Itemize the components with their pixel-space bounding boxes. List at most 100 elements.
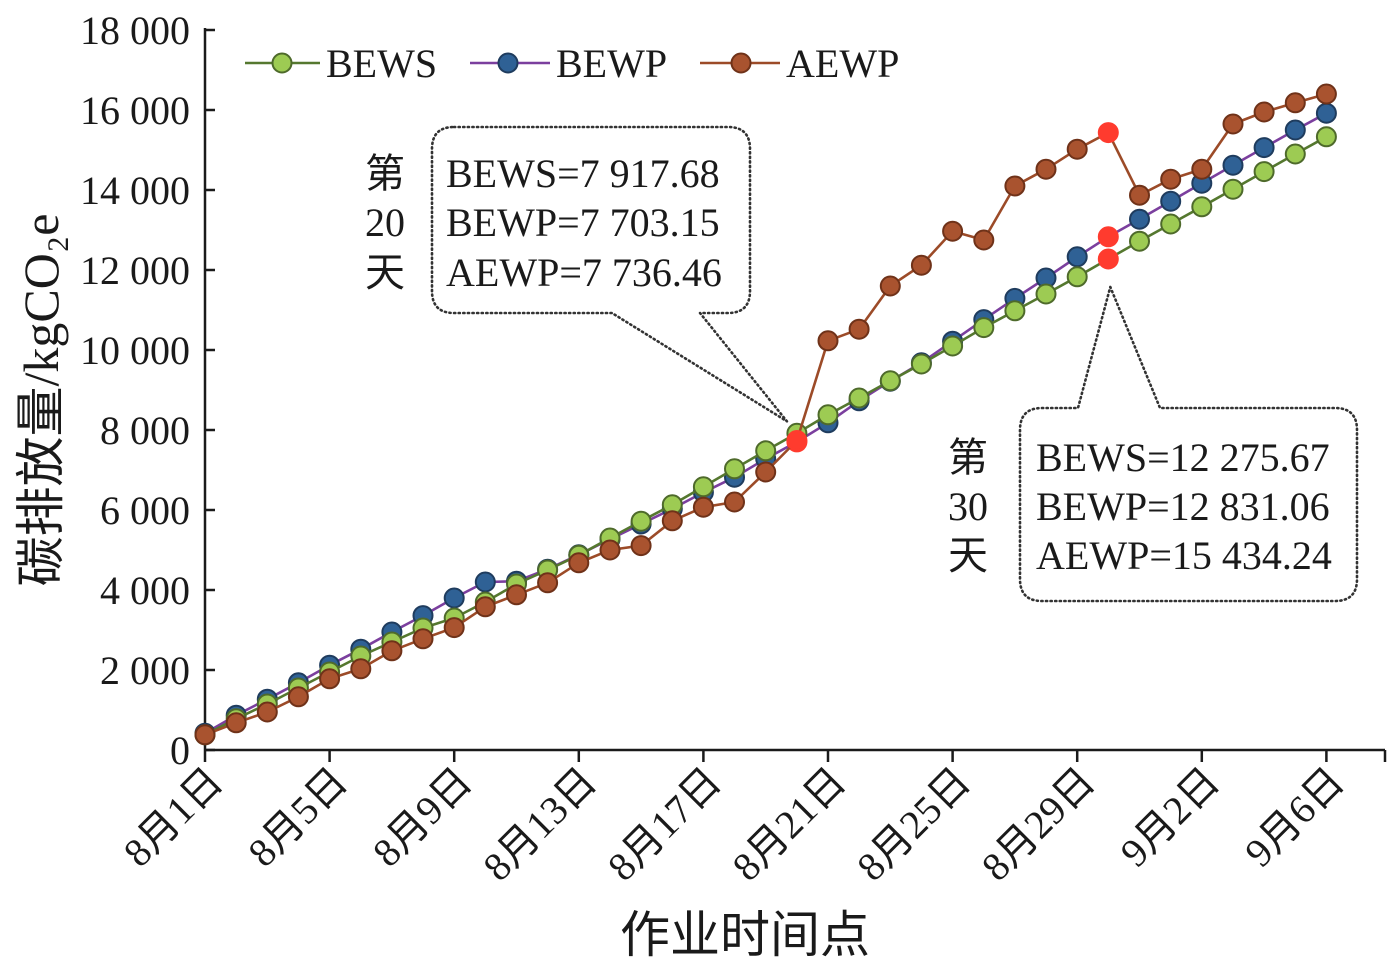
y-tick-label: 6 000 [100, 488, 190, 533]
x-tick-label: 8月29日 [973, 759, 1104, 890]
aewp-highlighted-point [786, 430, 808, 451]
y-tick-label: 14 000 [80, 168, 190, 213]
legend: BEWS BEWP AEWP [245, 41, 899, 86]
aewp-point [1160, 168, 1182, 190]
aewp-point [506, 584, 527, 606]
x-tick-label: 9月2日 [1111, 759, 1228, 876]
legend-label: BEWP [556, 41, 667, 86]
aewp-point [879, 275, 901, 297]
callout-box [430, 125, 789, 423]
aewp-point [287, 686, 309, 708]
bews-point [692, 476, 714, 498]
bews-point [1160, 213, 1182, 235]
aewp-point [381, 640, 403, 662]
aewp-point [1004, 175, 1026, 197]
aewp-point [942, 220, 964, 242]
aewp-point [1222, 113, 1244, 135]
aewp-point [256, 701, 278, 723]
y-tick-label: 2 000 [100, 648, 190, 693]
aewp-point [724, 491, 745, 513]
y-tick-label: 12 000 [80, 248, 190, 293]
aewp-point [319, 668, 341, 690]
callout-day-label: 天 [948, 533, 988, 578]
bewp-point [1315, 102, 1337, 124]
aewp-highlighted-point [1097, 122, 1119, 144]
callout-day-label: 天 [365, 250, 405, 295]
y-tick-label: 16 000 [80, 88, 190, 133]
bews-point [1191, 196, 1213, 218]
bews-point [1129, 230, 1150, 252]
bewp-point [1160, 190, 1182, 212]
aewp-point [474, 596, 496, 618]
legend-item-aewp: AEWP [700, 41, 899, 86]
aewp-point [755, 461, 777, 483]
bews-point [724, 458, 745, 480]
bews-point [1066, 266, 1088, 288]
series-group [194, 83, 1337, 746]
bews-point [973, 317, 995, 339]
bews-point [817, 404, 839, 426]
bews-point [848, 387, 870, 409]
bews-point [1284, 143, 1306, 165]
aewp-point [1191, 158, 1213, 180]
bews-point [942, 335, 964, 357]
legend-label: BEWS [326, 41, 437, 86]
aewp-point [817, 330, 839, 352]
y-tick-label: 18 000 [80, 8, 190, 53]
aewp-point [1035, 158, 1057, 180]
aewp-point [1129, 184, 1150, 206]
aewp-point [661, 510, 683, 532]
aewp-point [537, 572, 559, 594]
legend-item-bewp: BEWP [470, 41, 667, 86]
y-tick-label: 0 [170, 728, 190, 773]
bews-point [879, 370, 901, 392]
aewp-point [1066, 138, 1088, 160]
bewp-point [443, 587, 465, 609]
callout-value-line: AEWP=15 434.24 [1036, 533, 1332, 578]
aewp-series [194, 83, 1337, 746]
aewp-point [225, 712, 247, 734]
y-tick-label: 8 000 [100, 408, 190, 453]
bews-point [755, 440, 777, 462]
aewp-point [630, 535, 652, 557]
x-tick-label: 8月25日 [848, 759, 979, 890]
y-axis-title: 碳排放量/kgCO₂e [13, 214, 69, 587]
bews-point [1035, 283, 1057, 305]
x-tick-label: 8月17日 [599, 759, 730, 890]
aewp-point [910, 254, 932, 276]
aewp-point [973, 229, 995, 251]
bewp-point [1066, 246, 1088, 268]
aewp-point [568, 552, 590, 574]
bews-point [1222, 178, 1244, 200]
bewp-point [1129, 208, 1150, 230]
x-tick-label: 8月21日 [724, 759, 855, 890]
y-tick-label: 10 000 [80, 328, 190, 373]
aewp-point [350, 658, 372, 680]
x-tick-label: 8月1日 [115, 759, 232, 876]
callout-value-line: BEWP=12 831.06 [1036, 484, 1330, 529]
aewp-point [1315, 83, 1337, 105]
x-tick-label: 8月9日 [364, 759, 481, 876]
callout-box [1018, 285, 1359, 603]
x-tick-label: 8月5日 [239, 759, 356, 876]
aewp-point [599, 539, 621, 561]
aewp-point [1253, 101, 1275, 123]
x-tick-label: 8月13日 [474, 759, 605, 890]
bews-highlighted-point [1097, 248, 1119, 270]
bewp-point [474, 571, 496, 593]
aewp-point [443, 617, 465, 639]
bews-point [630, 510, 652, 532]
callout-value-line: BEWP=7 703.15 [446, 200, 720, 245]
y-tick-label: 4 000 [100, 568, 190, 613]
aewp-point [194, 724, 216, 746]
bewp-point [1222, 154, 1244, 176]
x-tick-label: 9月6日 [1236, 759, 1353, 876]
bews-point [910, 353, 932, 375]
aewp-point [412, 628, 434, 650]
bewp-point [1284, 119, 1306, 141]
aewp-point [692, 496, 714, 518]
